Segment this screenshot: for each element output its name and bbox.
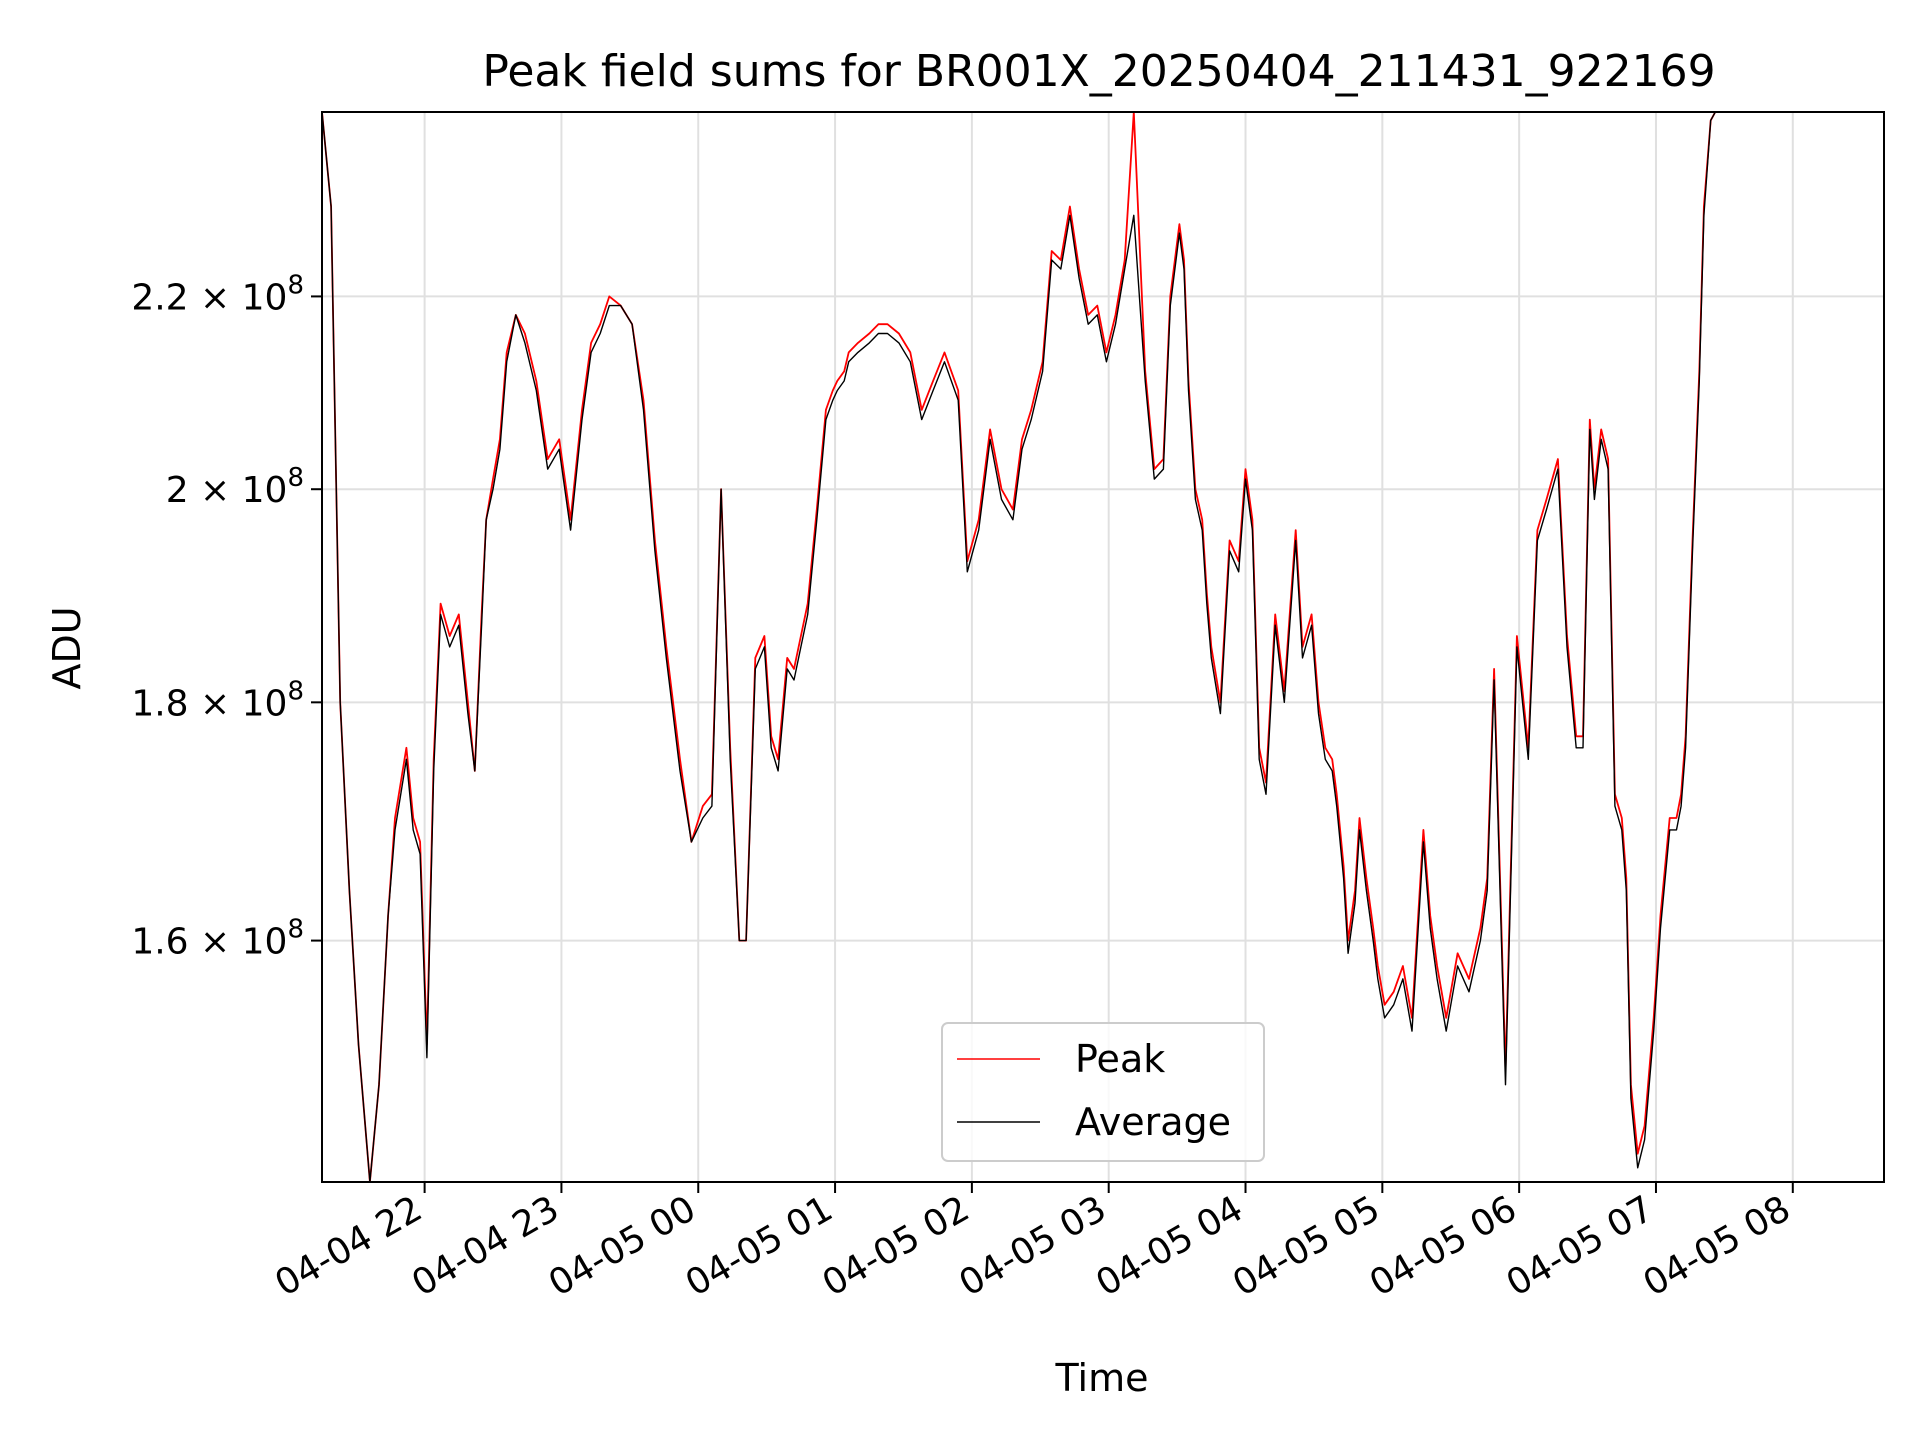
- y-tick-label: 1.8 × 108: [131, 676, 304, 724]
- y-tick-label: 2 × 108: [166, 463, 304, 511]
- plot-frame: [321, 111, 1885, 1183]
- legend-box: [941, 1022, 1265, 1162]
- y-tick-label: 1.6 × 108: [131, 915, 304, 963]
- series-line-average: [322, 112, 1716, 1182]
- plot-series: [322, 112, 1717, 1182]
- x-axis-label: Time: [1055, 1356, 1149, 1400]
- chart-title: Peak field sums for BR001X_20250404_2114…: [482, 46, 1715, 97]
- y-axis-ticks: 1.6 × 108 1.8 × 108 2 × 108 2.2 × 108: [131, 270, 322, 963]
- y-axis-label: ADU: [45, 606, 89, 689]
- series-line-peak: [322, 112, 1717, 1182]
- y-tick-label: 2.2 × 108: [131, 270, 304, 318]
- legend: Peak Average: [941, 1022, 1265, 1162]
- legend-label-average: Average: [1075, 1100, 1231, 1144]
- legend-label-peak: Peak: [1075, 1037, 1165, 1081]
